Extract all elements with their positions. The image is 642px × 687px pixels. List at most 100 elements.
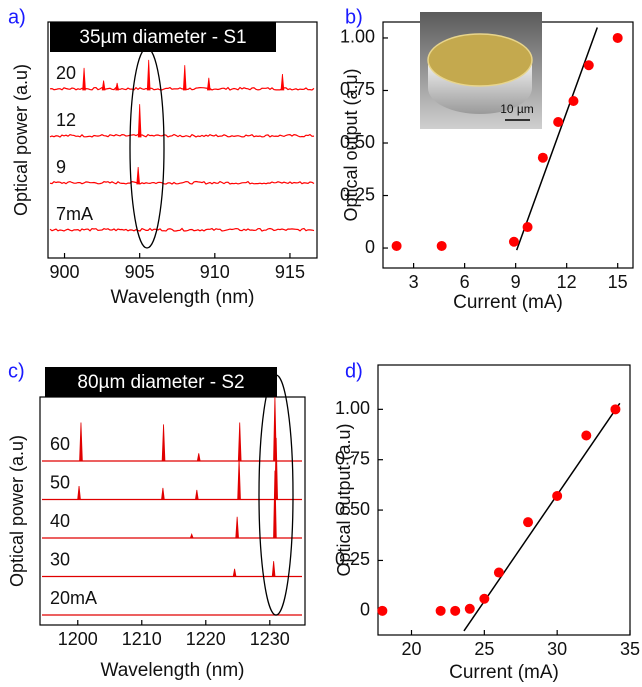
- x-tick-label: 1220: [186, 629, 226, 649]
- spectral-peak: [237, 422, 242, 462]
- spectral-peak: [206, 77, 211, 91]
- spectral-peak: [196, 453, 201, 462]
- y-tick-label: 0.75: [340, 79, 375, 99]
- trace-label: 12: [56, 110, 76, 130]
- panel-label: c): [8, 360, 25, 382]
- trace-label: 60: [50, 434, 70, 454]
- x-tick-label: 25: [474, 639, 494, 659]
- spectral-peak: [137, 104, 142, 138]
- spectral-peak: [280, 73, 285, 91]
- title-box: [45, 367, 277, 397]
- y-tick-label: 0: [365, 237, 375, 257]
- spectral-peak: [115, 82, 120, 91]
- trace-label: 40: [50, 511, 70, 531]
- spectral-peak: [82, 67, 86, 91]
- y-tick-label: 0.75: [335, 448, 370, 468]
- trace-label: 30: [50, 549, 70, 569]
- spectral-peak: [237, 459, 241, 500]
- spectral-peak: [194, 489, 199, 500]
- y-tick-label: 0: [360, 600, 370, 620]
- scale-bar-label: 10 µm: [500, 102, 534, 116]
- x-tick-label: 900: [50, 262, 80, 282]
- y-axis-title: Optical output (a.u): [341, 68, 361, 221]
- data-point: [583, 60, 594, 71]
- data-point: [553, 116, 564, 127]
- data-point: [377, 605, 388, 616]
- data-point: [523, 517, 534, 528]
- spectral-peak: [136, 167, 141, 185]
- spectral-peak: [273, 395, 277, 462]
- panel-title: 80µm diameter - S2: [77, 372, 244, 393]
- y-tick-label: 0.25: [335, 549, 370, 569]
- y-axis-title: Optical power (a.u): [11, 64, 31, 216]
- x-tick-label: 1210: [122, 629, 162, 649]
- data-point: [391, 240, 402, 251]
- spectral-peak: [273, 470, 277, 539]
- y-axis-title: Optical output (a.u): [334, 423, 354, 576]
- x-tick-label: 915: [275, 262, 305, 282]
- y-tick-label: 0.50: [340, 132, 375, 152]
- x-tick-label: 20: [401, 639, 421, 659]
- spectral-peak: [161, 424, 166, 462]
- x-axis-title: Current (mA): [453, 292, 563, 313]
- y-axis-title: Optical power (a.u): [7, 435, 27, 587]
- panel-label: d): [345, 360, 363, 382]
- spectral-peak: [232, 568, 237, 577]
- panel-label: b): [345, 6, 363, 28]
- title-box: [50, 22, 276, 52]
- fit-line: [463, 402, 621, 632]
- data-point: [479, 593, 490, 604]
- trace-baseline: [49, 227, 315, 232]
- data-point: [464, 603, 475, 614]
- trace-baseline: [49, 133, 315, 138]
- spectral-peak: [79, 422, 83, 462]
- spectral-peak: [189, 532, 194, 539]
- data-point: [568, 95, 579, 106]
- y-tick-label: 0.50: [335, 499, 370, 519]
- x-tick-label: 12: [557, 272, 577, 292]
- trace-baseline: [49, 86, 315, 91]
- x-tick-label: 35: [620, 639, 640, 659]
- trace-label: 20: [56, 63, 76, 83]
- data-point: [450, 605, 461, 616]
- spectral-peak: [77, 485, 81, 500]
- plot-frame: [377, 364, 631, 636]
- spectral-peak: [101, 80, 106, 91]
- inset-image: 10 µm: [420, 12, 542, 129]
- x-tick-label: 30: [547, 639, 567, 659]
- data-point: [435, 605, 446, 616]
- data-point: [612, 32, 623, 43]
- trace-label: 50: [50, 472, 70, 492]
- trace-label: 7mA: [56, 204, 93, 224]
- spectral-peak: [271, 561, 276, 577]
- trace-baseline: [49, 180, 315, 185]
- data-point: [508, 236, 519, 247]
- trace-label: 9: [56, 157, 66, 177]
- data-point: [522, 222, 533, 233]
- panel-label: a): [8, 6, 26, 28]
- spectral-peak: [235, 516, 239, 539]
- x-tick-label: 6: [460, 272, 470, 292]
- x-axis-title: Wavelength (nm): [111, 287, 255, 308]
- data-point: [581, 430, 592, 441]
- y-tick-label: 0.25: [340, 184, 375, 204]
- spectral-peak: [182, 65, 187, 91]
- data-point: [552, 490, 563, 501]
- x-tick-label: 1230: [250, 629, 290, 649]
- highlight-ellipse: [129, 47, 165, 249]
- trace-label: 20mA: [50, 588, 97, 608]
- x-tick-label: 905: [125, 262, 155, 282]
- data-point: [610, 404, 621, 415]
- x-tick-label: 15: [608, 272, 628, 292]
- data-point: [537, 152, 548, 163]
- data-point: [493, 567, 504, 578]
- spectral-peak: [146, 59, 151, 91]
- x-axis-title: Wavelength (nm): [101, 660, 245, 681]
- panel-title: 35µm diameter - S1: [79, 27, 246, 48]
- x-tick-label: 910: [200, 262, 230, 282]
- data-point: [436, 240, 447, 251]
- spectral-peak: [161, 487, 165, 500]
- x-tick-label: 3: [409, 272, 419, 292]
- y-tick-label: 1.00: [340, 27, 375, 47]
